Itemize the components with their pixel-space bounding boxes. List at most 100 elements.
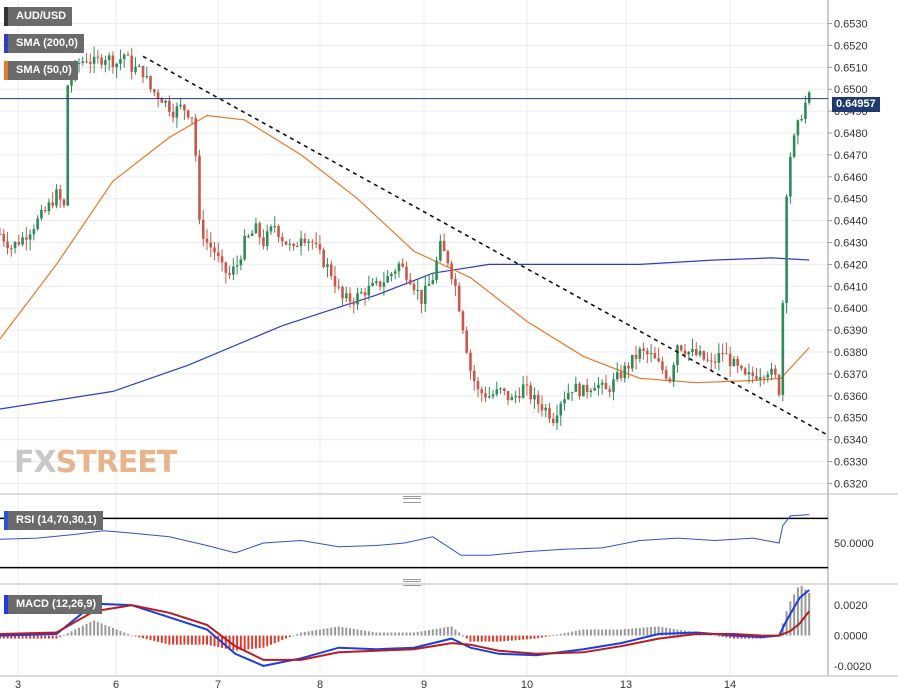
macd-histogram-bar xyxy=(262,635,265,648)
candle-body xyxy=(13,241,17,249)
macd-histogram-bar xyxy=(337,626,340,636)
macd-histogram-bar xyxy=(243,635,246,650)
candle-body xyxy=(416,289,420,291)
macd-pane-resize-handle[interactable] xyxy=(403,579,421,586)
candle-body xyxy=(137,65,141,67)
macd-histogram-bar xyxy=(89,622,92,636)
macd-histogram-bar xyxy=(446,627,449,636)
candle-body xyxy=(442,241,446,252)
candle-body xyxy=(186,110,190,118)
candle-body xyxy=(156,92,160,99)
candle-body xyxy=(713,361,717,363)
candle-body xyxy=(47,202,51,212)
macd-histogram-bar xyxy=(578,630,581,636)
candle-body xyxy=(284,241,288,245)
price-axis: 0.65300.65200.65100.65000.64900.64800.64… xyxy=(828,19,868,490)
candle-body xyxy=(789,156,792,197)
macd-histogram-bar xyxy=(544,635,547,637)
candle-body xyxy=(804,102,807,119)
candle-body xyxy=(646,350,649,355)
candle-body xyxy=(262,237,265,247)
legend-sma50[interactable]: SMA (50,0) xyxy=(4,61,78,80)
candle-body xyxy=(585,384,589,393)
candle-body xyxy=(175,106,179,118)
sma50-line xyxy=(0,114,810,384)
candle-body xyxy=(630,354,634,369)
macd-histogram-bar xyxy=(793,594,796,636)
candle-body xyxy=(612,379,615,392)
candle-body xyxy=(792,135,796,157)
legend-symbol[interactable]: AUD/USD xyxy=(4,7,73,26)
macd-histogram-bar xyxy=(623,629,626,636)
candle-body xyxy=(92,56,96,64)
macd-histogram-bar xyxy=(435,628,438,636)
macd-histogram-bar xyxy=(62,634,65,636)
candle-body xyxy=(743,368,747,375)
macd-histogram-bar xyxy=(375,632,378,636)
candle-body xyxy=(698,351,702,355)
y-tick-label: 0.6320 xyxy=(834,478,868,490)
y-tick-label: 0.6440 xyxy=(834,216,868,228)
candle-body xyxy=(318,244,322,250)
candle-body xyxy=(728,353,732,367)
candle-body xyxy=(691,349,694,352)
candle-body xyxy=(62,199,66,206)
candle-body xyxy=(758,377,762,380)
macd-histogram-bar xyxy=(32,635,35,639)
candle-body xyxy=(232,266,235,275)
legend-macd[interactable]: MACD (12,26,9) xyxy=(4,595,103,614)
candle-body xyxy=(326,264,329,267)
candle-body xyxy=(597,384,600,389)
x-tick-label: 14 xyxy=(724,679,736,691)
macd-histogram-bar xyxy=(514,635,517,641)
macd-histogram-bar xyxy=(405,632,408,636)
macd-histogram-bar xyxy=(710,634,713,636)
macd-histogram-bar xyxy=(322,628,325,636)
candle-body xyxy=(378,281,382,287)
macd-histogram-bar xyxy=(2,635,5,639)
legend-rsi[interactable]: RSI (14,70,30,1) xyxy=(4,511,103,530)
macd-histogram-bar xyxy=(134,635,137,637)
candle-body xyxy=(676,345,679,366)
candle-body xyxy=(390,273,393,277)
macd-histogram-bar xyxy=(616,629,619,636)
rsi-pane: 50.0000 xyxy=(0,514,874,569)
legend-sma200-label: SMA (200,0) xyxy=(16,37,78,49)
macd-histogram-bar xyxy=(130,635,133,637)
rsi-pane-resize-handle[interactable] xyxy=(403,496,421,503)
macd-histogram-bar xyxy=(665,627,668,636)
macd-histogram-bar xyxy=(318,629,321,636)
candle-body xyxy=(770,368,773,375)
macd-histogram-bar xyxy=(364,630,367,636)
legend-sma200[interactable]: SMA (200,0) xyxy=(4,34,84,53)
candle-body xyxy=(28,234,32,240)
macd-histogram-bar xyxy=(288,635,291,638)
macd-histogram-bar xyxy=(209,635,212,646)
macd-histogram-bar xyxy=(740,635,743,639)
candle-body xyxy=(796,120,800,136)
candle-body xyxy=(81,61,85,63)
macd-histogram-bar xyxy=(70,631,73,636)
y-tick-label: 0.6330 xyxy=(834,457,868,469)
candle-body xyxy=(755,375,758,380)
macd-histogram-bar xyxy=(525,635,528,640)
candle-body xyxy=(168,100,171,112)
legend-macd-label: MACD (12,26,9) xyxy=(16,598,97,610)
macd-histogram-bar xyxy=(409,632,412,636)
candle-body xyxy=(664,369,668,379)
macd-histogram-bar xyxy=(382,632,385,636)
y-tick-label: 0.6380 xyxy=(834,347,868,359)
macd-histogram-bar xyxy=(413,632,415,636)
legend-rsi-label: RSI (14,70,30,1) xyxy=(16,514,97,526)
y-tick-label: 0.6370 xyxy=(834,369,868,381)
macd-histogram-bar xyxy=(281,635,284,641)
candle-body xyxy=(17,241,21,245)
candle-body xyxy=(352,301,356,305)
macd-histogram-bar xyxy=(187,635,190,645)
dashed-trendline xyxy=(142,55,829,436)
candle-body xyxy=(153,89,156,93)
macd-histogram-bar xyxy=(266,635,269,647)
candle-body xyxy=(363,292,367,296)
macd-histogram-bar xyxy=(507,635,510,641)
